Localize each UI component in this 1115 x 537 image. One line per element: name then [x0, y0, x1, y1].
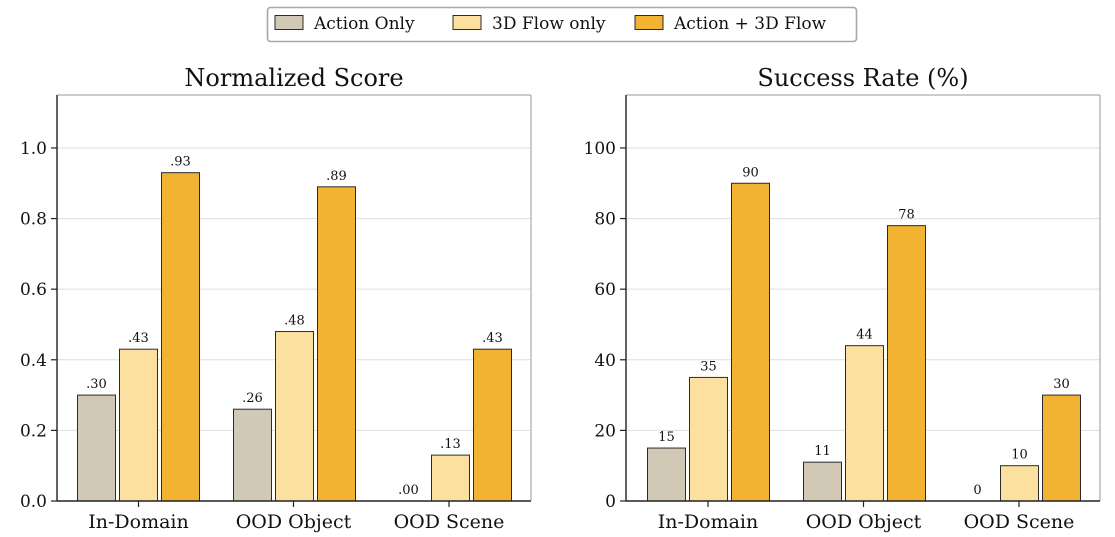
bar-3d-flow-only-ood-object: [275, 331, 314, 502]
axes-frame: [56, 94, 532, 502]
data-label-action-only-ood-object: 11: [814, 444, 831, 459]
y-tick-label: 60: [594, 280, 616, 300]
bar-3d-flow-only-ood-object: [845, 345, 884, 502]
legend-label: 3D Flow only: [492, 14, 606, 34]
bar-action-only-in-domain: [647, 447, 686, 502]
data-label-action-only-ood-object: .26: [242, 391, 263, 406]
bar-3d-flow-only-ood-scene: [1000, 465, 1039, 502]
bar-3d-flow-only-ood-scene: [431, 454, 470, 502]
y-tick-label: 0.4: [20, 351, 47, 371]
x-tick-label: In-Domain: [88, 511, 189, 533]
data-label-action-3d-flow-in-domain: 90: [742, 165, 759, 180]
x-tick-label: OOD Scene: [394, 511, 505, 533]
bar-action-3d-flow-in-domain: [161, 172, 200, 502]
data-label-3d-flow-only-ood-scene: .13: [440, 437, 461, 452]
bar-action-3d-flow-ood-scene: [1042, 394, 1081, 502]
x-axis-ticks: In-Domain OOD Object OOD Scene: [658, 501, 1075, 533]
data-label-action-only-in-domain: 15: [658, 430, 675, 445]
data-label-action-3d-flow-ood-object: 78: [898, 208, 915, 223]
legend: Action Only 3D Flow only Action + 3D Flow: [266, 6, 858, 43]
y-axis-ticks: 0.0 0.2 0.4 0.6 0.8 1.0: [20, 139, 57, 512]
y-axis-ticks: 0 20 40 60 80 100: [584, 139, 626, 512]
y-tick-label: 0.2: [20, 421, 47, 441]
legend-item-3d-flow-only: 3D Flow only: [452, 14, 606, 34]
x-tick-label: OOD Scene: [964, 511, 1075, 533]
data-label-3d-flow-only-in-domain: .43: [128, 331, 149, 346]
data-label-3d-flow-only-in-domain: 35: [700, 359, 717, 374]
data-label-action-3d-flow-ood-object: .89: [326, 169, 347, 184]
y-tick-label: 40: [594, 351, 616, 371]
y-tick-label: 0.8: [20, 210, 47, 230]
x-tick-label: OOD Object: [806, 511, 922, 533]
bar-action-3d-flow-ood-object: [317, 186, 356, 502]
legend-item-action-3d-flow: Action + 3D Flow: [634, 14, 827, 34]
y-tick-label: 0: [605, 492, 616, 512]
chart-title: Normalized Score: [184, 64, 403, 92]
bar-action-3d-flow-ood-object: [887, 225, 926, 502]
y-tick-label: 100: [584, 139, 616, 159]
y-tick-label: 0.0: [20, 492, 47, 512]
bar-action-only-ood-object: [803, 461, 842, 502]
bar-3d-flow-only-in-domain: [689, 376, 728, 502]
chart-title: Success Rate (%): [757, 64, 968, 92]
success-rate-chart: Success Rate (%) 0 20 40 60 80 100 15 11 0 35 44 10 9…: [584, 64, 1101, 533]
axes-frame: [625, 94, 1101, 502]
data-label-action-only-ood-scene: 0: [973, 483, 981, 498]
bar-action-3d-flow-in-domain: [731, 182, 770, 502]
bars: 15 11 0 35 44 10 90 78 30: [647, 165, 1081, 502]
bar-action-3d-flow-ood-scene: [473, 348, 512, 502]
legend-label: Action Only: [313, 14, 415, 34]
data-label-3d-flow-only-ood-object: 44: [856, 328, 873, 343]
legend-frame: [266, 6, 858, 43]
data-label-action-3d-flow-in-domain: .93: [170, 155, 191, 170]
legend-swatch: [452, 15, 482, 30]
y-tick-label: 80: [594, 210, 616, 230]
data-label-3d-flow-only-ood-object: .48: [284, 314, 305, 329]
y-tick-label: 1.0: [20, 139, 47, 159]
legend-item-action-only: Action Only: [274, 14, 415, 34]
legend-label: Action + 3D Flow: [673, 14, 827, 34]
bar-action-only-ood-object: [233, 408, 272, 502]
data-label-action-only-in-domain: .30: [86, 377, 107, 392]
data-label-action-3d-flow-ood-scene: 30: [1053, 377, 1070, 392]
x-tick-label: OOD Object: [236, 511, 352, 533]
data-label-action-only-ood-scene: .00: [398, 483, 419, 498]
data-label-3d-flow-only-ood-scene: 10: [1011, 448, 1028, 463]
x-axis-ticks: In-Domain OOD Object OOD Scene: [88, 501, 504, 533]
y-tick-label: 0.6: [20, 280, 47, 300]
y-tick-label: 20: [594, 421, 616, 441]
data-label-action-3d-flow-ood-scene: .43: [482, 331, 503, 346]
legend-swatch: [634, 15, 664, 30]
bar-3d-flow-only-in-domain: [119, 348, 158, 502]
bars: .30 .26 .00 .43 .48 .13 .93 .89 .43: [77, 155, 512, 502]
bar-action-only-in-domain: [77, 394, 116, 502]
x-tick-label: In-Domain: [658, 511, 759, 533]
normalized-score-chart: Normalized Score 0.0 0.2 0.4 0.6 0.8 1.0 .30 .26…: [20, 64, 532, 533]
legend-swatch: [274, 15, 304, 30]
